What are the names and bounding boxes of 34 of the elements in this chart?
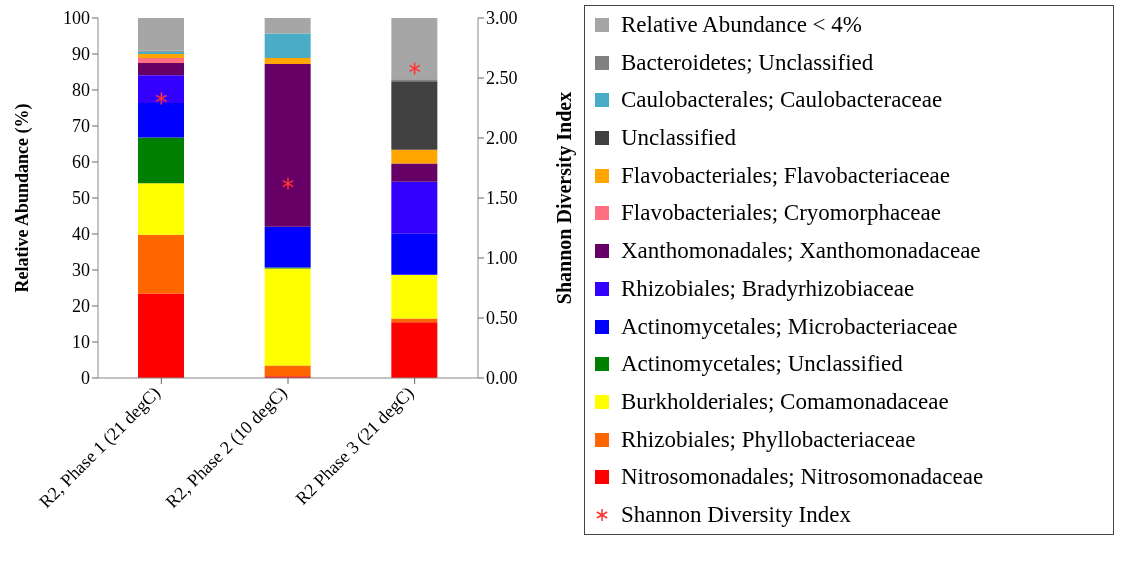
legend-label: Relative Abundance < 4% xyxy=(621,12,862,38)
y-tick-label: 70 xyxy=(72,116,90,137)
y-tick-label: 90 xyxy=(72,44,90,65)
y-tick-label: 10 xyxy=(72,332,90,353)
y-tick-label: 30 xyxy=(72,260,90,281)
y-tick-label: 100 xyxy=(63,8,90,29)
y-tick-label: 80 xyxy=(72,80,90,101)
legend-label: Actinomycetales; Unclassified xyxy=(621,351,903,378)
legend-label: Flavobacteriales; Cryomorphaceae xyxy=(621,200,941,227)
y2-tick-label: 2.00 xyxy=(486,128,518,149)
legend-label: Caulobacterales; Caulobacteraceae xyxy=(621,87,943,114)
legend-label: Shannon Diversity Index xyxy=(621,501,851,528)
y-axis-title: Relative Abundance (%) xyxy=(12,103,34,293)
y-tick-label: 60 xyxy=(72,152,90,173)
y2-tick-label: 1.00 xyxy=(486,248,518,269)
y2-axis-title: Shannon Diversity Index xyxy=(553,91,577,305)
y2-tick-label: 0.00 xyxy=(486,368,518,389)
legend-label: Rhizobiales; Phyllobacteriaceae xyxy=(621,426,916,453)
y2-tick-label: 0.50 xyxy=(486,308,518,329)
legend-label: Xanthomonadales; Xanthomonadaceae xyxy=(621,238,981,265)
legend-label: Bacteroidetes; Unclassified xyxy=(621,49,874,76)
legend-label: Rhizobiales; Bradyrhizobiaceae xyxy=(621,275,915,302)
y-tick-label: 40 xyxy=(72,224,90,245)
legend-label: Flavobacteriales; Flavobacteriaceae xyxy=(621,162,950,189)
legend-label: Actinomycetales; Microbacteriaceae xyxy=(621,313,958,340)
legend-label: Burkholderiales; Comamonadaceae xyxy=(621,388,949,415)
y-tick-label: 20 xyxy=(72,296,90,317)
y-tick-label: 50 xyxy=(72,188,90,209)
legend-label: Nitrosomonadales; Nitrosomonadaceae xyxy=(621,464,984,491)
y2-tick-label: 3.00 xyxy=(486,8,518,29)
y2-tick-label: 1.50 xyxy=(486,188,518,209)
y2-tick-label: 2.50 xyxy=(486,68,518,89)
y-tick-label: 0 xyxy=(81,368,90,389)
legend-label: Unclassified xyxy=(621,125,736,152)
